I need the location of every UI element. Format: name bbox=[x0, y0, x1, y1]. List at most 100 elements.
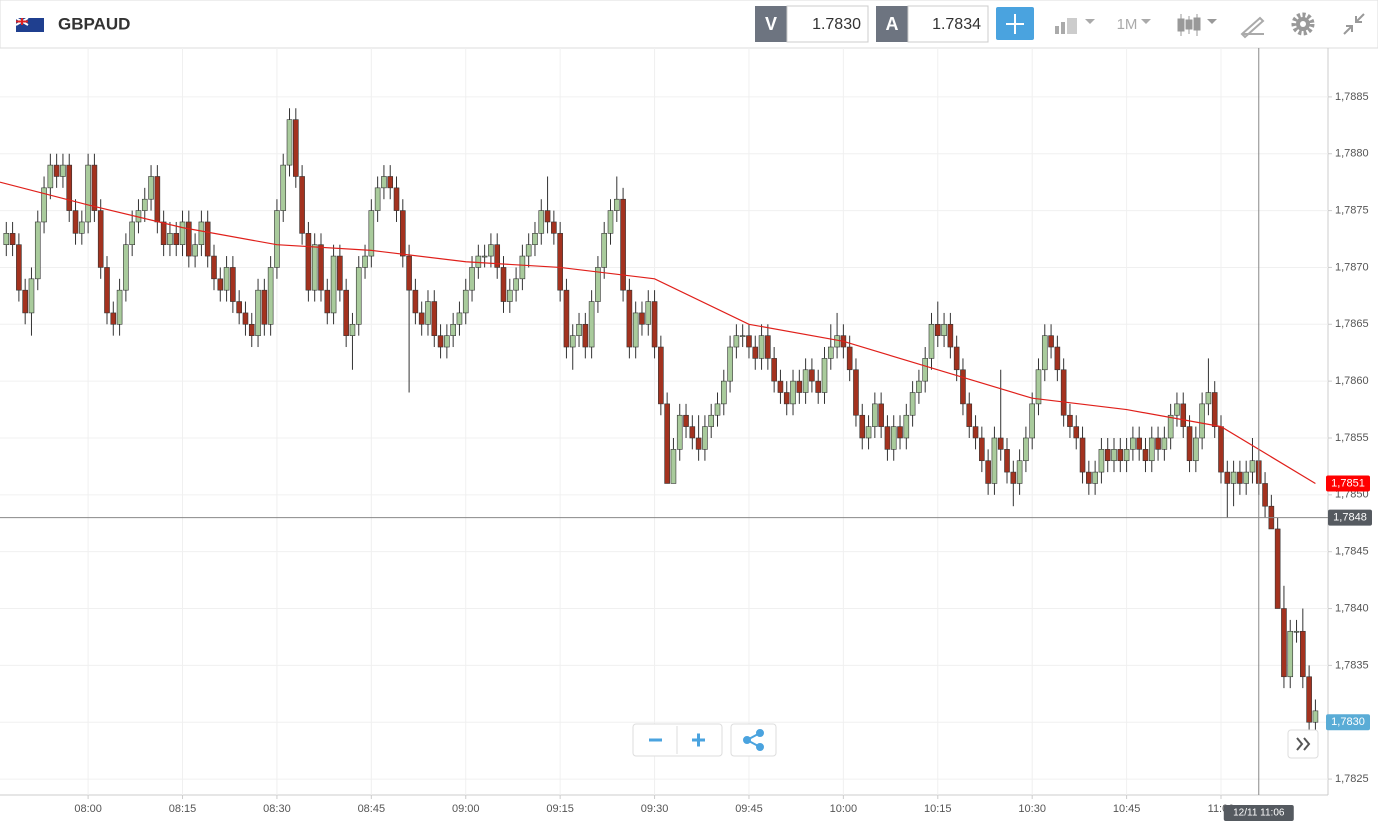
candle-body bbox=[582, 323, 589, 348]
candle-body bbox=[1243, 471, 1249, 484]
candle-body bbox=[1312, 710, 1319, 723]
candle-body bbox=[1060, 369, 1067, 416]
bid-box[interactable] bbox=[786, 5, 869, 43]
candle-body bbox=[324, 289, 331, 314]
candle-body bbox=[670, 449, 677, 484]
candle-body bbox=[695, 437, 702, 450]
scroll-end-icon bbox=[1296, 737, 1311, 751]
indicator-button[interactable] bbox=[1055, 18, 1095, 34]
candle-body bbox=[941, 323, 947, 336]
candle-body bbox=[368, 210, 375, 257]
candle-body bbox=[286, 119, 293, 166]
x-tick-label: 09:15 bbox=[546, 803, 574, 815]
chart-type-button[interactable] bbox=[1177, 14, 1217, 36]
candle-body bbox=[198, 221, 205, 245]
candle-body bbox=[689, 426, 696, 439]
candle-body bbox=[1079, 437, 1086, 473]
candle-body bbox=[500, 267, 507, 302]
candle-body bbox=[1148, 437, 1155, 462]
grid bbox=[0, 48, 1328, 795]
candle-body bbox=[859, 414, 866, 439]
candle-body bbox=[60, 164, 66, 177]
x-tick-label: 09:45 bbox=[735, 803, 763, 815]
candle-body bbox=[551, 221, 557, 234]
candle-body bbox=[1142, 449, 1149, 462]
candle-body bbox=[1004, 449, 1010, 473]
candle-body bbox=[1054, 346, 1061, 371]
candle-body bbox=[167, 233, 173, 245]
candle-body bbox=[431, 301, 438, 336]
candle-body bbox=[588, 301, 595, 348]
candle-body bbox=[381, 176, 387, 189]
candle-body bbox=[620, 198, 626, 291]
collapse-button[interactable] bbox=[1343, 13, 1365, 35]
candle-body bbox=[41, 187, 47, 223]
candle-body bbox=[632, 312, 639, 348]
candle-body bbox=[1117, 449, 1124, 462]
candle-body bbox=[123, 244, 129, 291]
timeframe[interactable]: 1M bbox=[1117, 16, 1138, 33]
candle-body bbox=[97, 210, 104, 268]
candle-body bbox=[601, 233, 608, 268]
settings-button[interactable] bbox=[1291, 12, 1315, 36]
candle-body bbox=[758, 335, 765, 359]
candle-body bbox=[626, 289, 633, 348]
symbol[interactable]: GBPAUD bbox=[58, 14, 130, 33]
candle-body bbox=[802, 369, 809, 393]
candle-body bbox=[720, 380, 727, 405]
candle-body bbox=[1035, 369, 1042, 405]
candle-body bbox=[16, 244, 22, 291]
candle-body bbox=[519, 255, 526, 280]
candle-body bbox=[897, 426, 903, 439]
share-box[interactable] bbox=[730, 723, 777, 757]
candle-body bbox=[179, 221, 186, 245]
candle-body bbox=[746, 335, 752, 348]
candle-body bbox=[576, 323, 582, 336]
candle-body bbox=[1287, 630, 1294, 678]
candle-body bbox=[714, 403, 721, 416]
candle-body bbox=[658, 346, 664, 405]
y-tick-label: 1,7855 bbox=[1335, 432, 1369, 444]
draw-button[interactable] bbox=[1240, 16, 1265, 39]
candle-body bbox=[305, 233, 312, 291]
candle-body bbox=[1167, 414, 1174, 439]
candle-body bbox=[337, 255, 343, 291]
candle-body bbox=[934, 323, 941, 336]
candle-body bbox=[1098, 449, 1105, 473]
candle-body bbox=[34, 221, 41, 280]
ask-label-box[interactable] bbox=[876, 6, 908, 42]
candle-body bbox=[525, 244, 532, 257]
candle-body bbox=[1205, 392, 1212, 405]
crosshair-button[interactable] bbox=[996, 7, 1034, 40]
ask-label: A bbox=[886, 14, 899, 34]
x-tick-label: 08:15 bbox=[169, 803, 197, 815]
candle-body bbox=[129, 221, 135, 245]
candle-body bbox=[255, 289, 261, 336]
x-tick-label: 10:30 bbox=[1018, 803, 1046, 815]
candle-body bbox=[400, 210, 406, 257]
zoom-in[interactable] bbox=[692, 733, 705, 747]
toolbar: GBPAUD V 1.7830 A 1.7834 1M bbox=[0, 0, 1378, 49]
crosshair-price-label: 1,7848 bbox=[1333, 511, 1367, 523]
candle-body bbox=[418, 312, 425, 325]
candle-body bbox=[702, 426, 708, 450]
candle-body bbox=[1048, 335, 1054, 348]
candle-body bbox=[1104, 449, 1111, 462]
candle-body bbox=[393, 187, 400, 211]
candle-body bbox=[1086, 471, 1092, 484]
candle-body bbox=[53, 164, 60, 177]
candle-body bbox=[872, 403, 878, 427]
candle-body bbox=[79, 221, 85, 234]
candle-body bbox=[853, 369, 859, 416]
candle-body bbox=[1249, 460, 1256, 473]
candle-body bbox=[362, 255, 368, 268]
bid-label-box[interactable] bbox=[755, 6, 787, 42]
candle-body bbox=[85, 164, 91, 223]
candle-body bbox=[796, 380, 803, 393]
candle-body bbox=[274, 210, 280, 268]
ask-box[interactable] bbox=[907, 5, 989, 43]
y-tick-label: 1,7835 bbox=[1335, 659, 1369, 671]
candle-body bbox=[783, 392, 790, 405]
candle-body bbox=[223, 267, 230, 291]
